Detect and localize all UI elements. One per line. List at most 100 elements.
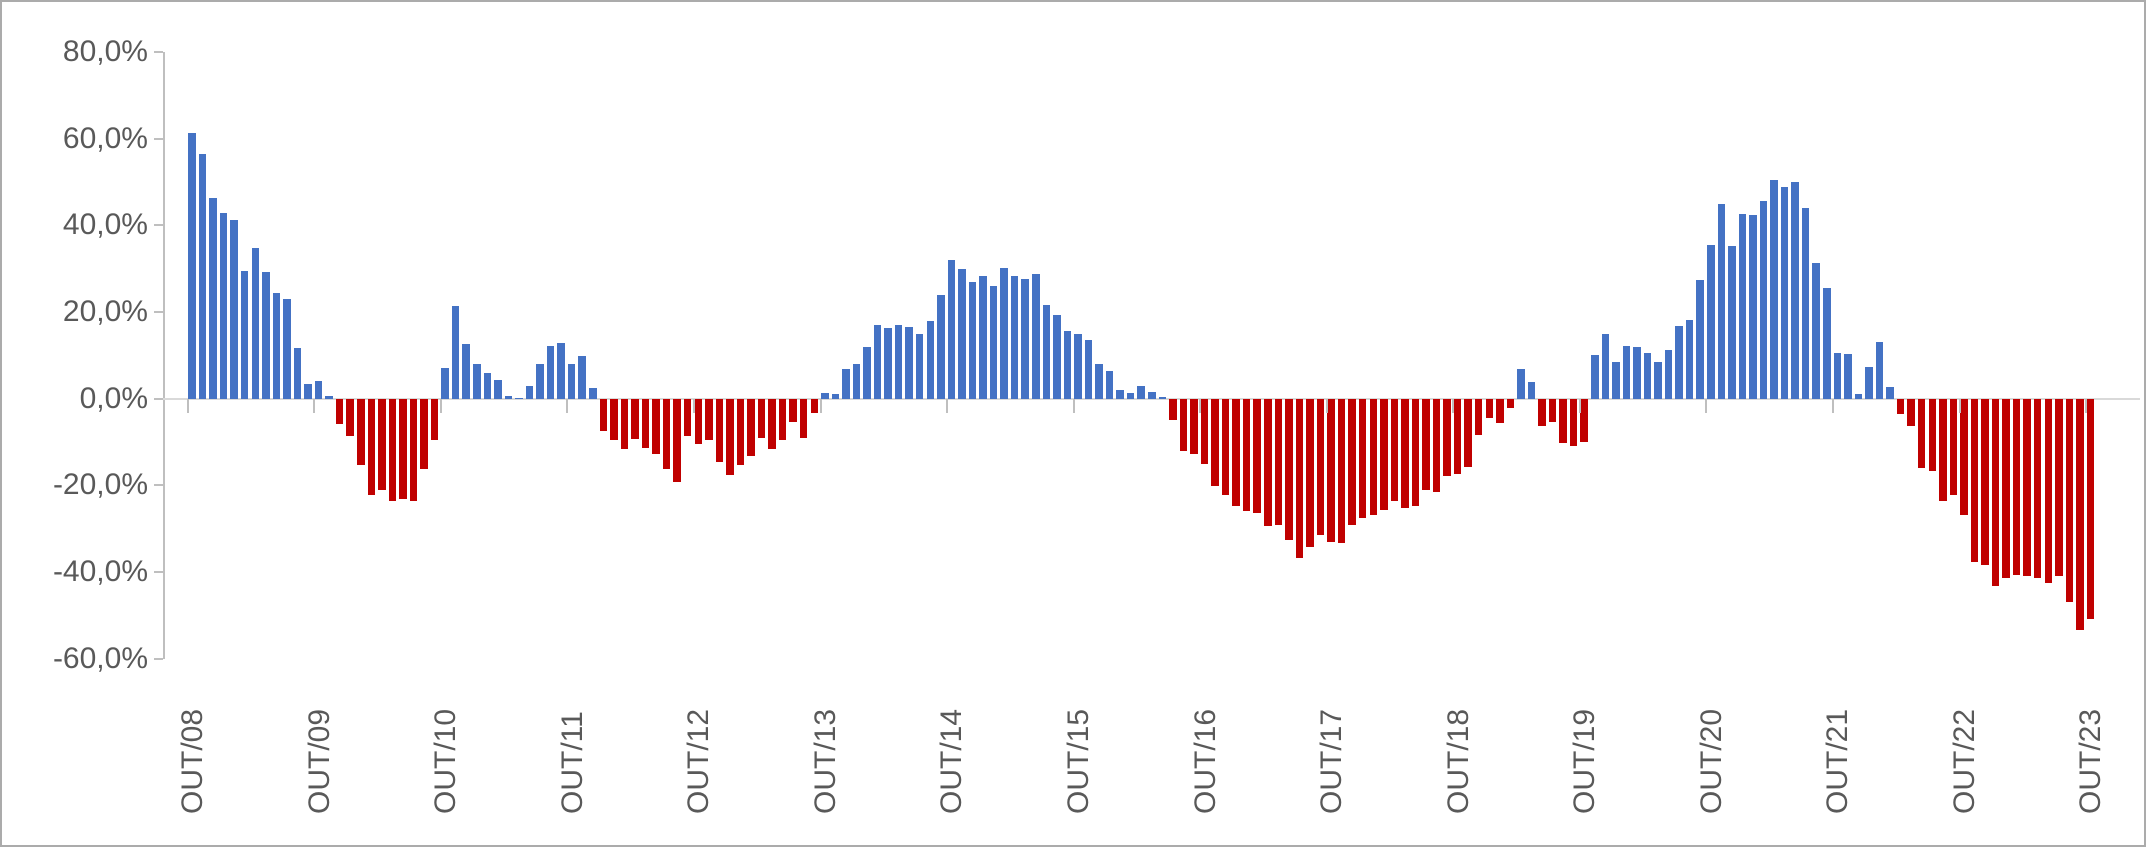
x-axis-tick	[1072, 398, 1075, 413]
bar	[2044, 398, 2053, 583]
bar	[325, 396, 333, 399]
bar	[1949, 398, 1958, 496]
bar	[198, 154, 207, 399]
bar	[610, 398, 618, 441]
bar	[726, 398, 734, 475]
bar	[1517, 369, 1525, 399]
bar	[599, 398, 608, 432]
y-axis-label: -40,0%	[52, 555, 148, 589]
bar	[1063, 331, 1072, 399]
x-axis-tick	[1199, 398, 1202, 413]
y-axis-tick	[154, 571, 163, 574]
x-axis-tick	[439, 398, 442, 413]
bar	[1833, 353, 1842, 399]
bar	[1190, 398, 1198, 455]
bar	[2012, 398, 2021, 576]
x-axis-label: OUT/13	[808, 708, 842, 814]
y-axis-tick	[154, 484, 163, 487]
bar	[831, 393, 840, 399]
bar	[1569, 398, 1578, 447]
bar	[1696, 279, 1704, 399]
bar	[1928, 398, 1936, 472]
y-axis-tick	[154, 397, 163, 400]
bar	[420, 398, 428, 469]
bar	[631, 398, 639, 439]
bar	[799, 398, 808, 439]
bar	[451, 306, 460, 399]
y-axis-tick	[154, 50, 163, 53]
x-axis-tick	[1452, 398, 1455, 413]
x-axis-label: OUT/23	[2074, 708, 2108, 814]
x-axis-label: OUT/11	[555, 711, 589, 814]
y-axis-line	[163, 51, 165, 659]
bar	[873, 324, 882, 399]
bar	[979, 275, 987, 399]
x-axis-tick	[1325, 398, 1328, 413]
bar	[1242, 398, 1251, 511]
bar	[1548, 398, 1557, 423]
bar	[188, 133, 196, 399]
bar	[578, 355, 586, 399]
x-axis-label: OUT/18	[1441, 708, 1475, 814]
bar	[1960, 398, 1968, 516]
bar	[958, 269, 966, 399]
bar	[2033, 398, 2042, 578]
y-axis-tick	[154, 657, 163, 660]
bar	[1084, 340, 1093, 399]
bar	[747, 398, 755, 456]
bar	[1496, 398, 1504, 423]
bar	[1021, 278, 1029, 399]
bar	[662, 398, 671, 469]
y-axis-label: 60,0%	[62, 121, 148, 155]
bar	[789, 398, 797, 423]
bar	[810, 398, 819, 413]
bar	[546, 345, 555, 399]
bar	[367, 398, 376, 496]
bar	[1749, 215, 1757, 399]
bar	[304, 384, 312, 399]
bar	[1675, 326, 1683, 399]
bar	[694, 398, 702, 444]
bar	[1601, 334, 1610, 399]
bar	[219, 213, 228, 399]
bar	[515, 397, 523, 399]
x-axis-label: OUT/12	[682, 708, 716, 814]
bar	[557, 343, 565, 399]
bar	[1010, 276, 1019, 399]
bar	[1780, 187, 1789, 399]
x-axis-label: OUT/17	[1315, 708, 1349, 814]
bar	[525, 386, 534, 399]
bar	[1875, 341, 1884, 399]
y-axis-tick	[154, 137, 163, 140]
bar	[1823, 288, 1831, 399]
bar	[821, 393, 829, 399]
bar	[1158, 396, 1167, 399]
bar	[283, 298, 291, 399]
bar	[641, 398, 650, 449]
x-axis-tick	[1578, 398, 1581, 413]
bar	[441, 368, 449, 399]
y-axis-label: -60,0%	[52, 641, 148, 675]
bar	[863, 346, 871, 399]
bar	[1770, 179, 1778, 399]
bar	[989, 286, 998, 399]
bar	[2055, 398, 2063, 576]
bar	[494, 379, 502, 399]
bar	[683, 398, 692, 437]
bar	[1369, 398, 1377, 516]
bar	[314, 380, 323, 399]
bar	[1285, 398, 1293, 541]
bar	[968, 282, 977, 399]
y-axis-label: -20,0%	[52, 468, 148, 502]
bar	[768, 398, 776, 449]
bar	[462, 344, 470, 399]
x-axis-label: OUT/15	[1061, 708, 1095, 814]
bar	[1453, 398, 1462, 475]
bar	[1886, 387, 1894, 399]
bar	[1337, 398, 1346, 543]
bar	[1970, 398, 1979, 562]
bar	[1148, 392, 1156, 399]
bar	[1095, 363, 1103, 399]
bar	[388, 398, 397, 502]
